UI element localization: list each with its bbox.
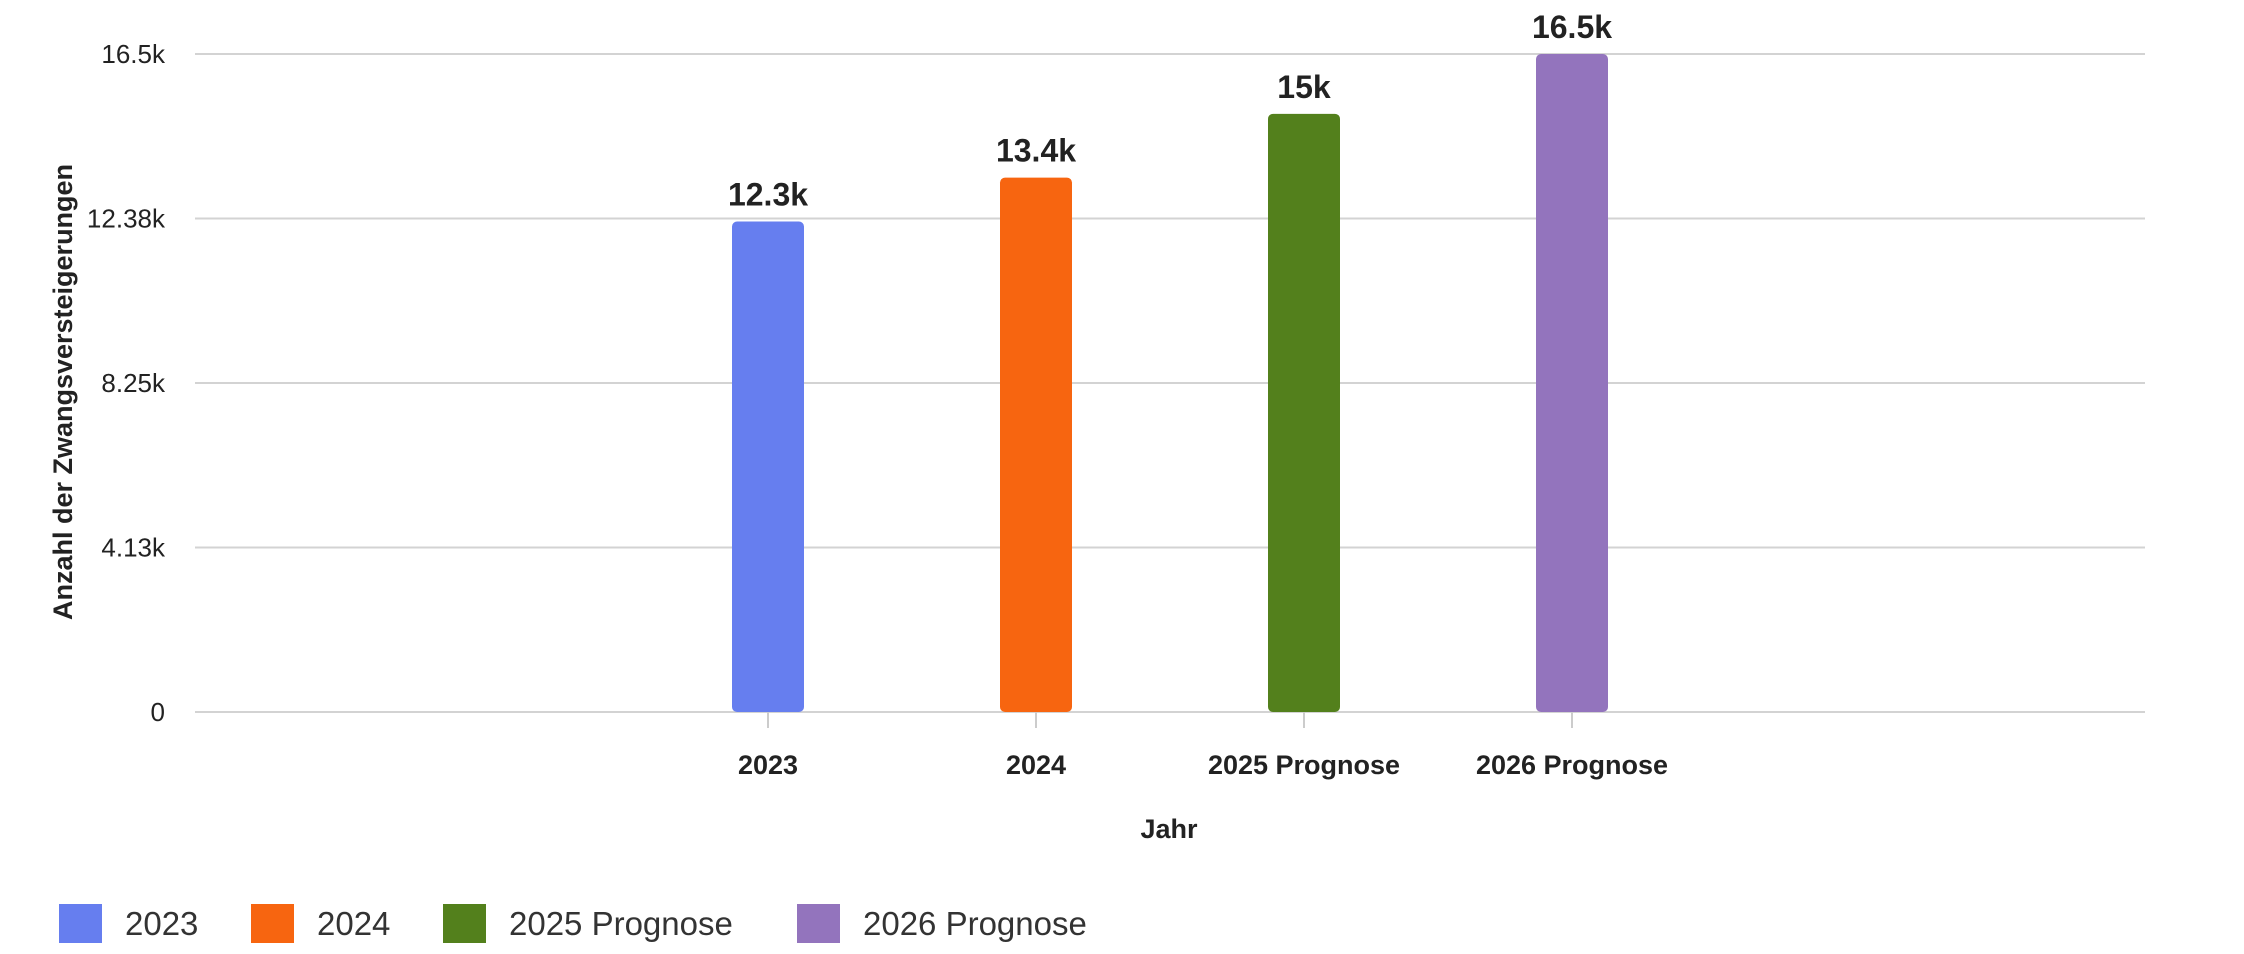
y-tick-label: 4.13k [101, 533, 166, 563]
legend-label: 2023 [125, 905, 198, 942]
legend-swatch [251, 904, 294, 943]
bar [732, 221, 804, 712]
x-tick-label: 2023 [738, 750, 798, 780]
legend: 2023 2024 2025 Prognose 2026 Prognose [59, 904, 1087, 943]
legend-swatch [59, 904, 102, 943]
y-tick-label: 16.5k [101, 39, 166, 69]
bar [1268, 113, 1340, 713]
legend-label: 2026 Prognose [863, 905, 1087, 942]
x-tick-label: 2026 Prognose [1476, 750, 1668, 780]
y-axis-ticks: 0 4.13k 8.25k 12.38k 16.5k [87, 39, 166, 727]
x-tick-label: 2024 [1006, 750, 1066, 780]
data-label: 16.5k [1532, 9, 1612, 45]
y-tick-label: 0 [151, 697, 165, 727]
bar [1536, 54, 1608, 712]
legend-swatch [443, 904, 486, 943]
x-tick-label: 2025 Prognose [1208, 750, 1400, 780]
data-label: 13.4k [996, 133, 1076, 169]
legend-swatch [797, 904, 840, 943]
y-tick-label: 12.38k [87, 204, 166, 234]
data-label: 12.3k [728, 176, 808, 212]
legend-label: 2025 Prognose [509, 905, 733, 942]
legend-label: 2024 [317, 905, 390, 942]
gridlines [195, 53, 2145, 713]
bars: 12.3k 13.4k 15k 16.5k [728, 9, 1612, 713]
data-label: 15k [1277, 69, 1331, 105]
y-axis-title: Anzahl der Zwangsversteigerungen [48, 164, 78, 620]
y-tick-label: 8.25k [101, 368, 166, 398]
x-axis-title: Jahr [1140, 814, 1198, 844]
bar [1000, 177, 1072, 712]
x-axis-ticks: 2023 2024 2025 Prognose 2026 Prognose [738, 712, 1668, 780]
